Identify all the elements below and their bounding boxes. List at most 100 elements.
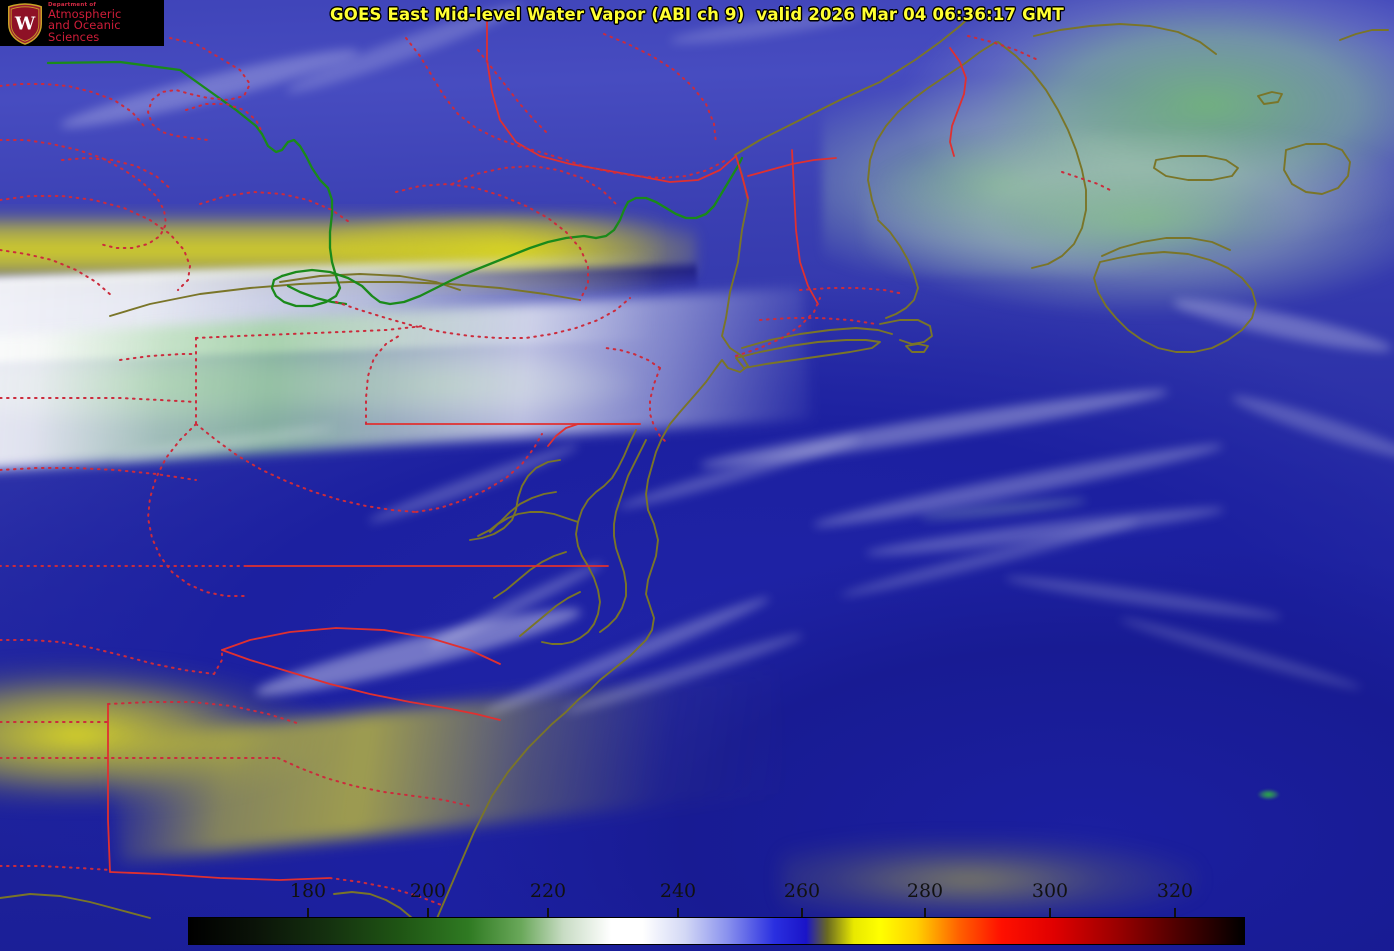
border-dotted-lakes-n	[603, 33, 717, 145]
border-dotted-on-qc	[405, 37, 561, 159]
border-dotted-ny-erie	[199, 190, 353, 225]
coastline-gaspe	[1033, 23, 1217, 55]
border-dotted-ct-ma	[759, 317, 877, 325]
border-dotted-oh2	[0, 467, 197, 481]
institution-logo-text: Department of Atmospheric and Oceanic Sc…	[48, 2, 164, 45]
colorbar-tick-label: 220	[529, 880, 567, 902]
border-dotted-sc-nc2	[213, 649, 223, 675]
logo-name-line-2: and Oceanic Sciences	[48, 18, 121, 45]
colorbar-tick-label: 260	[783, 880, 821, 902]
logo-name-line-1: Atmospheric	[48, 6, 122, 21]
moist-spot-atlantic	[1257, 789, 1280, 800]
coastline-lake-erie	[109, 281, 581, 317]
border-state-ga-fl	[109, 871, 331, 881]
colorbar-tick-label: 240	[659, 880, 697, 902]
border-state-md-va	[547, 423, 641, 447]
coastline-maine	[877, 219, 919, 319]
border-state-sc-ga	[221, 649, 501, 721]
border-dotted-qc-south	[559, 157, 727, 180]
coastline-nantucket	[905, 343, 929, 353]
border-dotted-nb-ns	[1061, 171, 1115, 193]
colorbar: 180 200 220 240 260 280 300 320	[0, 880, 1394, 951]
coastline-delmarva	[599, 439, 647, 633]
product-title: GOES East Mid-level Water Vapor (ABI ch …	[330, 5, 1064, 24]
border-dotted-oh	[119, 353, 197, 361]
border-dotted-quebec-maine	[967, 35, 1039, 61]
border-dotted-nj-pa	[605, 347, 661, 369]
border-state-ny-vt	[735, 155, 749, 199]
coastline-bay-west	[469, 459, 561, 541]
uw-crest-icon: W	[8, 3, 42, 45]
coastline-new-brunswick	[997, 41, 1087, 269]
border-dotted-mi	[0, 249, 113, 297]
colorbar-gradient	[188, 917, 1245, 945]
border-dotted-al-ga2	[107, 701, 301, 725]
border-us-canada-east	[594, 156, 744, 240]
border-dotted-ny-mid	[395, 182, 589, 301]
border-dotted-nj	[649, 367, 669, 445]
border-dotted-pa-ny	[195, 325, 425, 339]
institution-logo: W Department of Atmospheric and Oceanic …	[0, 0, 164, 46]
border-us-canada-ontario	[280, 234, 598, 306]
border-dotted-ma-nh	[799, 287, 905, 295]
border-dotted-ontario-a	[146, 37, 252, 141]
coastline-ns-small-isle	[1257, 91, 1283, 105]
colorbar-tick-label: 300	[1031, 880, 1069, 902]
coastline-newfoundland-edge	[1339, 29, 1389, 41]
border-state-vt-nh	[747, 157, 837, 177]
border-state-quebec	[486, 21, 737, 183]
colorbar-tick-label: 320	[1156, 880, 1194, 902]
coastline-gulf	[0, 893, 151, 919]
coastline-nova-scotia-north	[1101, 237, 1231, 257]
colorbar-tick-marks	[307, 908, 1176, 918]
border-state-maine-nb	[949, 47, 967, 157]
coastline-bay-inlet3	[519, 591, 581, 637]
colorbar-tick-label: 280	[906, 880, 944, 902]
coastline-atlantic	[427, 11, 976, 945]
border-dotted-ny-mid2	[451, 164, 617, 205]
border-dotted-on-qc2	[477, 49, 549, 135]
border-dotted-ga-east	[277, 757, 471, 807]
border-dotted-nc-tn	[0, 639, 215, 675]
border-dotted-va-wv2	[415, 433, 543, 513]
border-dotted-ontario-b	[0, 83, 145, 127]
border-dotted-va-ky	[146, 423, 247, 597]
moist-airmass-maritimes	[864, 133, 1394, 324]
border-dotted-fl-panhandle	[0, 865, 111, 871]
svg-text:W: W	[14, 14, 36, 35]
border-state-ga-al	[107, 703, 111, 873]
border-dotted-mi2	[61, 156, 173, 191]
border-state-nh	[791, 149, 819, 305]
border-dotted-ny-ct	[735, 297, 821, 357]
border-group-dotted	[0, 33, 1115, 907]
coastline-long-island-sound	[741, 327, 893, 349]
colorbar-tick-labels: 180 200 220 240 260 280 300 320	[0, 880, 1394, 917]
colorbar-tick-label: 200	[409, 880, 447, 902]
border-dotted-fl-ga	[329, 877, 445, 907]
logo-dept-line: Department of	[48, 2, 96, 8]
border-dotted-ontario-c	[0, 139, 168, 249]
coastline-nova-scotia	[1093, 251, 1257, 353]
border-state-nc-sc	[221, 627, 501, 665]
coastline-cape-cod	[879, 319, 933, 345]
border-dotted-pa-east	[365, 333, 403, 425]
coastline-bay-inlet2	[493, 551, 567, 599]
border-dotted-ny-north	[335, 297, 631, 339]
border-dotted-wv-va	[195, 423, 417, 513]
border-dotted-in-oh	[0, 397, 197, 403]
colorbar-tick-label: 180	[289, 880, 327, 902]
dry-patch-atlantic	[780, 836, 1199, 923]
coastline-cape-breton	[1283, 143, 1351, 195]
border-dotted-ontario-d	[0, 195, 192, 291]
coastline-long-island	[735, 339, 881, 369]
coastline-chesapeake	[541, 429, 637, 645]
coastline-lake-ontario	[279, 273, 461, 291]
coastline-maine-north	[867, 41, 997, 219]
border-dotted-ontario-e	[185, 103, 263, 133]
coastline-pei	[1153, 155, 1239, 181]
border-us-canada-west	[46, 60, 264, 136]
coastline-bay-inlet	[477, 491, 557, 537]
border-us-canada-lakes	[260, 132, 342, 308]
